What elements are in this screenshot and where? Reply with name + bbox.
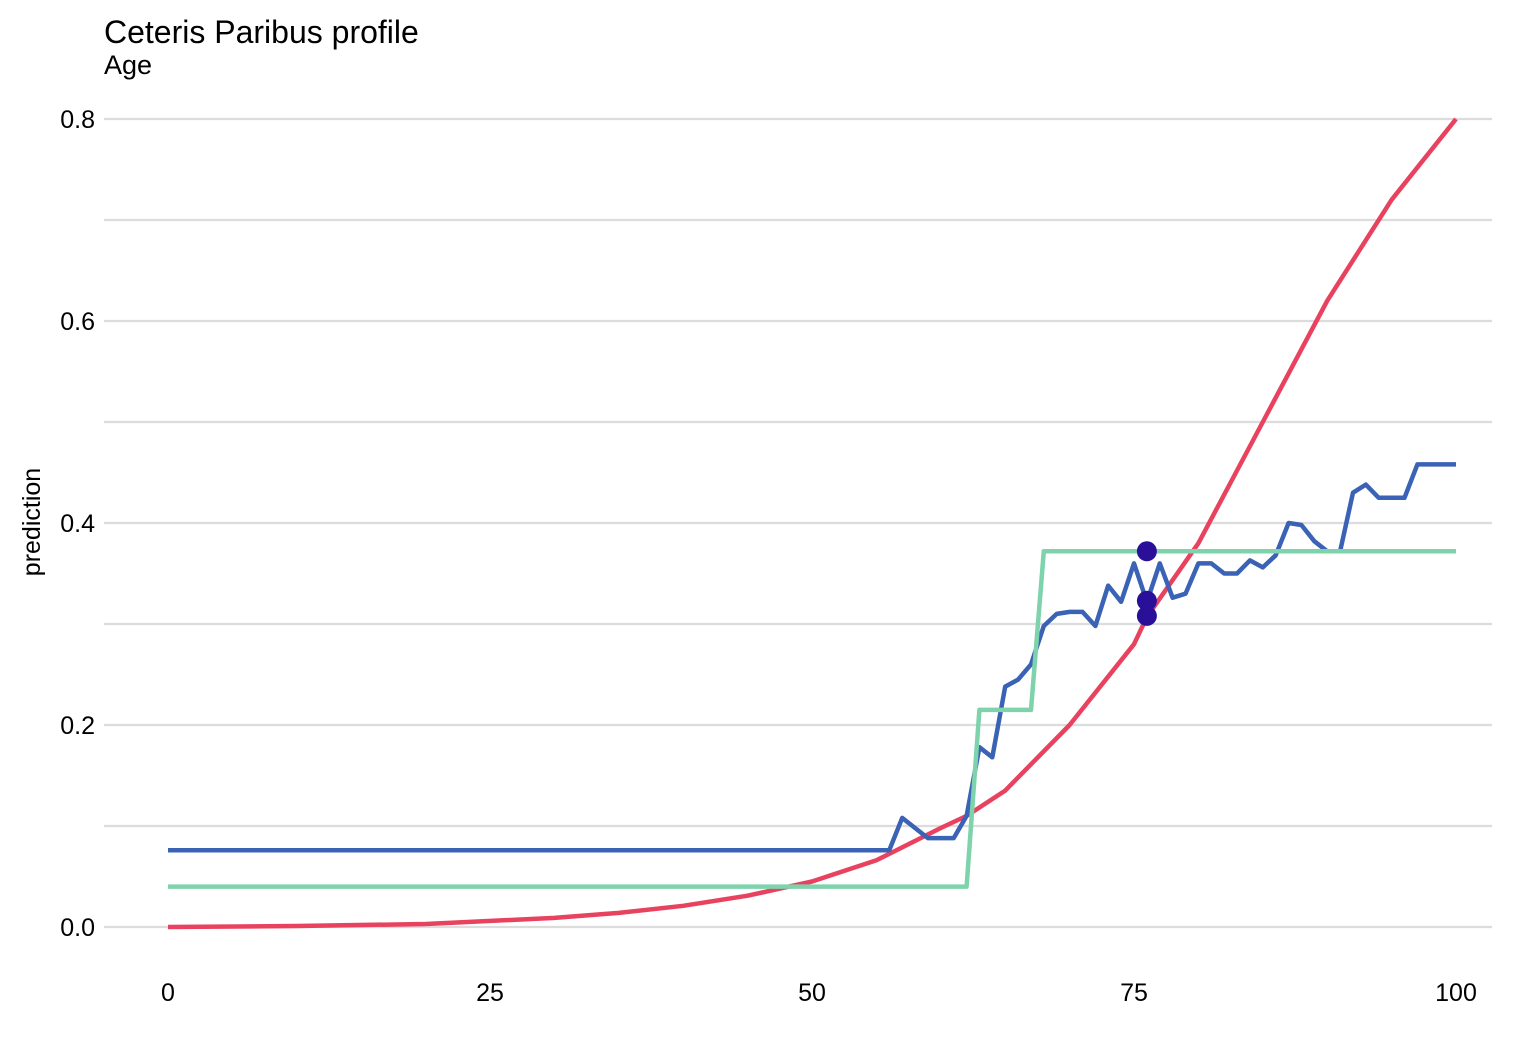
y-tick-label: 0.2	[60, 712, 95, 740]
x-tick-label: 50	[798, 979, 826, 1007]
observation-point-3	[1136, 605, 1157, 626]
y-tick-label: 0.8	[60, 106, 95, 134]
series-line-1	[167, 117, 1458, 930]
chart-subtitle: Age	[104, 50, 153, 80]
observation-points	[1136, 541, 1157, 626]
y-axis-ticks: 0.0 0.2 0.4 0.6 0.8	[60, 106, 95, 942]
x-tick-label: 100	[1435, 979, 1477, 1007]
y-tick-label: 0.6	[60, 308, 95, 336]
x-tick-label: 75	[1120, 979, 1148, 1007]
grid-lines	[104, 117, 1492, 929]
x-axis-ticks: 0 25 50 75 100	[161, 979, 1477, 1007]
x-tick-label: 0	[161, 979, 175, 1007]
y-tick-label: 0.0	[60, 914, 95, 942]
observation-point-1	[1136, 541, 1157, 562]
series-line-2	[168, 462, 1456, 853]
y-axis-label: prediction	[18, 468, 46, 576]
y-tick-label: 0.4	[60, 510, 95, 538]
chart-title: Ceteris Paribus profile	[104, 14, 419, 50]
observation-point-2	[1136, 590, 1157, 611]
series-lines	[167, 117, 1458, 930]
x-tick-label: 25	[476, 979, 504, 1007]
series-line-3	[168, 549, 1456, 889]
